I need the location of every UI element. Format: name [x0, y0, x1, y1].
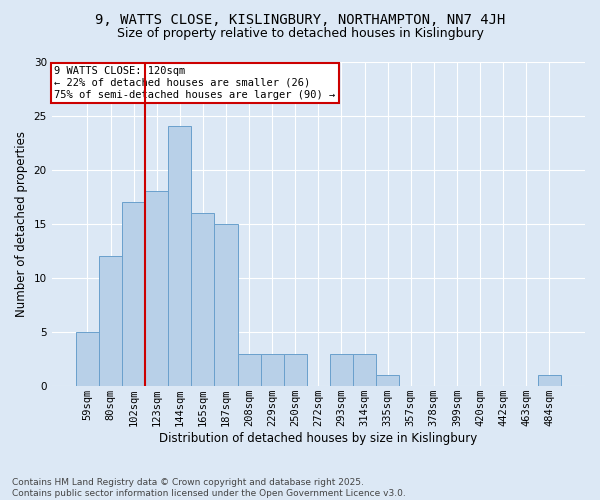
- X-axis label: Distribution of detached houses by size in Kislingbury: Distribution of detached houses by size …: [159, 432, 478, 445]
- Bar: [330, 354, 353, 386]
- Bar: [145, 192, 168, 386]
- Y-axis label: Number of detached properties: Number of detached properties: [15, 131, 28, 317]
- Bar: [214, 224, 238, 386]
- Text: Contains HM Land Registry data © Crown copyright and database right 2025.
Contai: Contains HM Land Registry data © Crown c…: [12, 478, 406, 498]
- Bar: [122, 202, 145, 386]
- Bar: [238, 354, 260, 386]
- Bar: [76, 332, 99, 386]
- Bar: [353, 354, 376, 386]
- Bar: [99, 256, 122, 386]
- Bar: [284, 354, 307, 386]
- Bar: [168, 126, 191, 386]
- Bar: [376, 376, 399, 386]
- Bar: [260, 354, 284, 386]
- Text: 9, WATTS CLOSE, KISLINGBURY, NORTHAMPTON, NN7 4JH: 9, WATTS CLOSE, KISLINGBURY, NORTHAMPTON…: [95, 12, 505, 26]
- Text: 9 WATTS CLOSE: 120sqm
← 22% of detached houses are smaller (26)
75% of semi-deta: 9 WATTS CLOSE: 120sqm ← 22% of detached …: [55, 66, 335, 100]
- Bar: [538, 376, 561, 386]
- Bar: [191, 213, 214, 386]
- Text: Size of property relative to detached houses in Kislingbury: Size of property relative to detached ho…: [116, 28, 484, 40]
